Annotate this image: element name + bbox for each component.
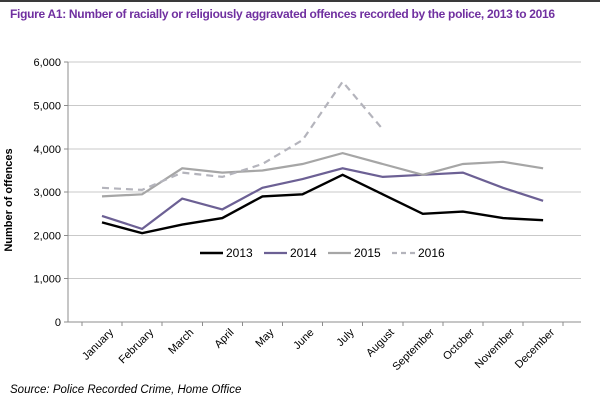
y-axis-title: Number of offences [3, 148, 15, 251]
x-axis-label: May [253, 326, 277, 350]
series-line-2016 [101, 79, 384, 192]
y-tick-label: 5,000 [33, 101, 61, 113]
x-axis-label: June [291, 327, 316, 352]
legend-label-2014: 2014 [290, 246, 317, 260]
x-axis-label: November [473, 326, 518, 371]
x-axis-label: September [390, 326, 437, 373]
x-axis-label: December [513, 326, 558, 371]
chart-area: 0 1,000 2,000 3,000 4,000 5,000 6,000 January Fe… [0, 50, 600, 385]
top-border [0, 0, 600, 2]
series-line-2014 [101, 167, 544, 231]
series-line-2013 [101, 173, 544, 235]
x-axis-label: March [166, 327, 196, 357]
legend-label-2015: 2015 [354, 246, 381, 260]
y-tick-label: 2,000 [33, 230, 61, 242]
x-axis-label: April [212, 327, 236, 351]
source-note: Source: Police Recorded Crime, Home Offi… [10, 384, 242, 396]
y-tick-label: 0 [55, 317, 61, 329]
y-tick-label: 1,000 [33, 274, 61, 286]
series-line-2015 [101, 151, 544, 198]
y-tick-label: 6,000 [33, 57, 61, 69]
line-chart: 0 1,000 2,000 3,000 4,000 5,000 6,000 January Fe… [3, 57, 581, 373]
x-axis-label: July [334, 326, 357, 349]
x-axis-label: August [364, 327, 397, 360]
x-axis-label: February [117, 326, 157, 366]
figure-title: Figure A1: Number of racially or religio… [10, 7, 555, 21]
y-tick-label: 3,000 [33, 187, 61, 199]
x-axis-label: January [80, 326, 117, 363]
legend-label-2016: 2016 [418, 246, 445, 260]
y-tick-label: 4,000 [33, 144, 61, 156]
x-axis-label: October [441, 326, 477, 362]
legend-label-2013: 2013 [226, 246, 253, 260]
